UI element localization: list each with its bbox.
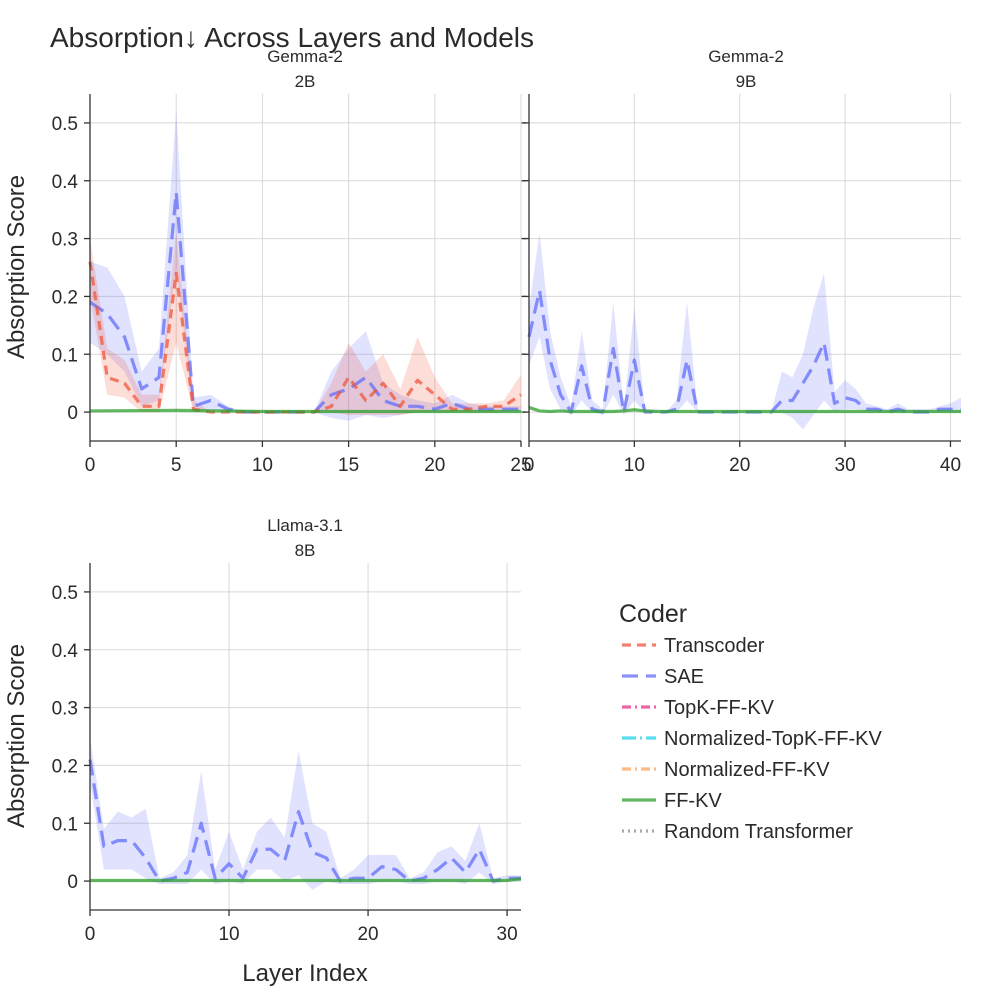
x-tick-label: 30 (835, 455, 856, 476)
y-tick-label: 0.2 (52, 287, 78, 308)
panel-subtitle-line: 9B (736, 72, 757, 91)
y-tick-label: 0.3 (52, 699, 78, 720)
confidence-band-transcoder (90, 232, 521, 415)
y-tick-label: 0 (67, 872, 78, 893)
x-tick-label: 15 (338, 455, 359, 476)
confidence-band-sae (529, 232, 961, 430)
y-tick-label: 0 (67, 403, 78, 424)
x-tick-label: 0 (85, 455, 96, 476)
x-tick-label: 0 (85, 924, 96, 945)
x-tick-label: 20 (424, 455, 445, 476)
series-line-ff-kv (89, 408, 521, 414)
panel-subtitle-line: 2B (295, 72, 316, 91)
panel-subtitle-line: Llama-3.1 (267, 516, 343, 535)
x-tick-label: 25 (510, 455, 531, 476)
y-tick-label: 0.4 (52, 172, 79, 193)
legend-label: Normalized-TopK-FF-KV (664, 728, 882, 750)
series-line-sae (527, 289, 961, 414)
panel-subtitle-line: Gemma-2 (267, 47, 343, 66)
y-axis-title-bottom: Absorption Score (3, 644, 30, 828)
legend-label: Transcoder (664, 635, 765, 657)
series-line-sae (89, 190, 521, 414)
x-tick-label: 20 (729, 455, 750, 476)
panel-subtitle-line: Gemma-2 (708, 47, 784, 66)
x-tick-label: 30 (497, 924, 518, 945)
y-axis-title-top: Absorption Score (3, 175, 30, 359)
legend-label: Normalized-FF-KV (664, 759, 830, 781)
legend: Coder Transcoder SAE TopK-FF-KV Normalized-… (619, 600, 882, 843)
x-tick-label: 0 (524, 455, 535, 476)
x-axis-title: Layer Index (242, 960, 367, 987)
x-tick-label: 40 (940, 455, 961, 476)
x-tick-label: 5 (171, 455, 182, 476)
panel-gemma-2-9b: Gemma-2 9B 0 10 20 30 40 (523, 47, 961, 476)
y-tick-label: 0.4 (52, 641, 79, 662)
series-line-ff-kv (90, 877, 522, 883)
legend-label: TopK-FF-KV (664, 697, 775, 719)
legend-title: Coder (619, 600, 687, 628)
y-tick-label: 0.1 (52, 345, 78, 366)
series-line-transcoder (88, 261, 522, 414)
y-tick-label: 0.1 (52, 814, 78, 835)
x-tick-label: 20 (357, 924, 378, 945)
panel-gemma-2-2b: Gemma-2 2B 0 0.1 0.2 0.3 0.4 0.5 0 5 10 15 20 25 (52, 47, 532, 476)
y-tick-label: 0.5 (52, 583, 78, 604)
y-tick-label: 0.5 (52, 114, 78, 135)
legend-label: Random Transformer (664, 821, 853, 843)
chart-title: Absorption↓ Across Layers and Models (50, 22, 534, 53)
legend-label: SAE (664, 666, 704, 688)
x-tick-label: 10 (252, 455, 273, 476)
panel-llama-3-1-8b: Llama-3.1 8B 0 0.1 0.2 0.3 0.4 0.5 0 10 20 30 (52, 516, 522, 945)
y-tick-label: 0.2 (52, 756, 78, 777)
panel-subtitle-line: 8B (295, 541, 316, 560)
x-tick-label: 10 (624, 455, 645, 476)
confidence-band-sae (90, 111, 521, 421)
y-tick-label: 0.3 (52, 230, 78, 251)
x-tick-label: 10 (218, 924, 239, 945)
legend-label: FF-KV (664, 790, 722, 812)
series-line-ff-kv (528, 405, 961, 414)
confidence-band-sae (90, 736, 521, 890)
